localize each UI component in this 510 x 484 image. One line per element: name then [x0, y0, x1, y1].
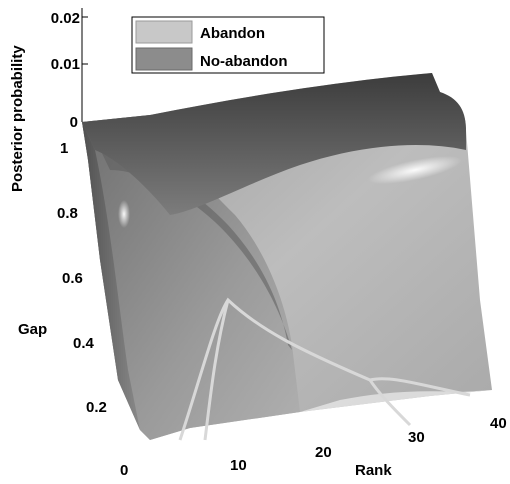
legend-label-abandon: Abandon [200, 25, 265, 42]
surface-left-region [82, 115, 300, 440]
y-tick-label: 0.4 [73, 335, 95, 352]
watermark-arcs [178, 297, 471, 441]
legend-swatch-abandon [135, 20, 193, 44]
surface-left-edge [82, 122, 140, 430]
x-tick-label: 30 [408, 429, 425, 446]
surface-dark-ridge [98, 145, 292, 350]
z-tick-label: 0 [70, 114, 78, 131]
y-tick-label: 0.8 [57, 205, 78, 222]
legend: Abandon No-abandon [131, 16, 325, 74]
x-tick-label: 40 [490, 415, 507, 432]
surface-bottom-rim [300, 390, 492, 412]
y-tick-label: 1 [60, 140, 68, 157]
z-axis-label: Posterior probability [9, 45, 26, 192]
y-axis-label: Gap [18, 321, 47, 338]
surface-highlight-right [368, 156, 462, 184]
surface-highlight-left [118, 200, 130, 228]
y-tick-label: 0.2 [86, 399, 107, 416]
x-axis-label: Rank [355, 462, 392, 479]
legend-swatch-no-abandon [135, 47, 193, 71]
x-tick-label: 20 [315, 444, 332, 461]
z-tick-label: 0.02 [51, 10, 80, 27]
x-tick-label: 10 [230, 457, 247, 474]
surface-top-band [82, 73, 466, 215]
y-tick-label: 0 [120, 462, 128, 479]
z-tick-label: 0.01 [51, 56, 80, 73]
surface-mesh [82, 73, 492, 440]
legend-label-no-abandon: No-abandon [200, 53, 288, 70]
y-tick-label: 0.6 [62, 270, 83, 287]
